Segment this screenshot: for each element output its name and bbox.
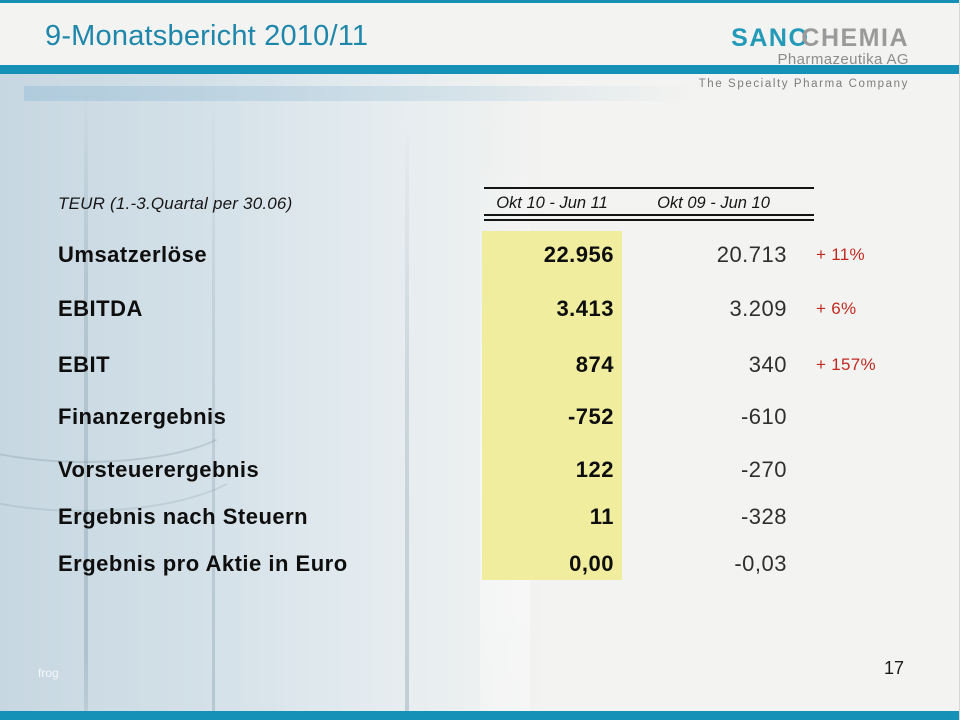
value-previous: -0,03 <box>734 551 787 576</box>
value-current: 11 <box>589 504 614 529</box>
table-row: Ergebnis pro Aktie in Euro 0,00 -0,03 <box>0 551 959 581</box>
header-teal-bar <box>0 65 959 74</box>
column-header-topline <box>484 187 814 189</box>
delta-badge: + 6% <box>816 299 857 318</box>
background-photo-band <box>24 86 692 101</box>
column-header-current: Okt 10 - Jun 11 <box>496 194 608 212</box>
table-row: Ergebnis nach Steuern 11 -328 <box>0 504 959 534</box>
value-current: 3.413 <box>556 296 614 321</box>
column-header-previous: Okt 09 - Jun 10 <box>657 194 770 212</box>
slide-title: 9-Monatsbericht 2010/11 <box>45 20 369 52</box>
top-edge-line <box>0 0 959 3</box>
brand-tagline: The Specialty Pharma Company <box>698 78 909 90</box>
value-previous: -610 <box>740 404 787 429</box>
logo-wordmark: SANOCHEMIA <box>731 24 909 52</box>
watermark-text: frog <box>38 666 59 680</box>
logo-part-chemia: CHEMIA <box>801 24 909 52</box>
value-current: 22.956 <box>543 242 614 267</box>
delta-badge: + 157% <box>816 355 876 374</box>
highlight-column <box>482 231 622 580</box>
company-logo: SANOCHEMIA Pharmazeutika AG <box>731 24 909 69</box>
value-previous: 340 <box>748 352 787 377</box>
row-label: Finanzergebnis <box>58 404 227 429</box>
table-row: Umsatzerlöse 22.956 20.713 + 11% <box>0 242 959 272</box>
row-label: EBITDA <box>58 296 143 321</box>
logo-part-sano: SANO <box>731 24 810 52</box>
value-current: 122 <box>575 457 614 482</box>
table-row: EBITDA 3.413 3.209 + 6% <box>0 296 959 326</box>
table-row: EBIT 874 340 + 157% <box>0 352 959 382</box>
value-current: -752 <box>567 404 614 429</box>
column-header-doubleline <box>484 219 814 221</box>
value-current: 0,00 <box>569 551 614 576</box>
value-current: 874 <box>575 352 614 377</box>
value-previous: -328 <box>740 504 787 529</box>
value-previous: 3.209 <box>729 296 787 321</box>
delta-badge: + 11% <box>816 245 865 264</box>
value-previous: -270 <box>740 457 787 482</box>
table-row: Vorsteuerergebnis 122 -270 <box>0 457 959 487</box>
row-label: Vorsteuerergebnis <box>58 457 260 482</box>
row-label: EBIT <box>58 352 111 377</box>
row-label: Ergebnis nach Steuern <box>58 504 309 529</box>
column-header-doubleline <box>484 214 814 216</box>
row-label: Umsatzerlöse <box>58 242 208 267</box>
page-number: 17 <box>883 658 904 678</box>
table-row: Finanzergebnis -752 -610 <box>0 404 959 434</box>
table-caption: TEUR (1.-3.Quartal per 30.06) <box>58 194 293 213</box>
footer-teal-bar <box>0 711 959 720</box>
value-previous: 20.713 <box>716 242 787 267</box>
row-label: Ergebnis pro Aktie in Euro <box>58 551 348 576</box>
logo-subtitle: Pharmazeutika AG <box>777 51 909 68</box>
background-streak <box>405 90 409 720</box>
